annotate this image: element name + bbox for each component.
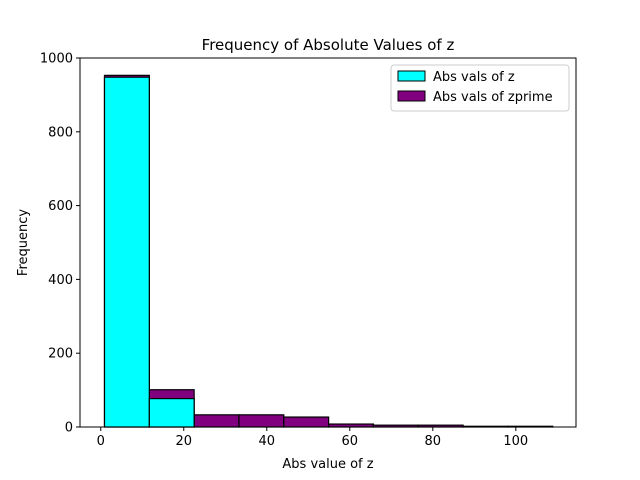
bar-series-0-bin-4: [283, 416, 330, 428]
plot-frame: [79, 57, 577, 428]
y-tick-label-0: 0: [65, 421, 73, 436]
x-axis-ticks: 0 20 40 60 80 100: [97, 427, 528, 449]
x-tick-label-5: 100: [503, 434, 528, 449]
x-tick-label-2: 40: [259, 434, 276, 449]
y-axis-ticks: 0 200 400 600 800 1000: [40, 52, 80, 436]
y-tick-label-2: 400: [48, 273, 73, 288]
bar-series-0-bin-2: [193, 414, 240, 428]
legend-swatch-1: [397, 90, 426, 102]
bar-series-1-bin-0: [103, 76, 150, 428]
bar-series-0-bin-3: [238, 414, 285, 428]
x-tick-label-4: 80: [425, 434, 442, 449]
y-tick-label-4: 800: [48, 125, 73, 140]
y-tick-label-3: 600: [48, 199, 73, 214]
y-axis-label: Frequency: [16, 209, 31, 276]
x-tick-label-1: 20: [175, 434, 192, 449]
bars-group: [103, 74, 554, 428]
legend: Abs vals of z Abs vals of zprime: [390, 64, 570, 112]
legend-label-0: Abs vals of z: [433, 70, 515, 85]
x-tick-label-3: 60: [342, 434, 359, 449]
bar-series-1-bin-1: [148, 397, 195, 428]
y-tick-label-1: 200: [48, 347, 73, 362]
chart-title: Frequency of Absolute Values of z: [202, 36, 455, 54]
legend-label-1: Abs vals of zprime: [433, 90, 553, 105]
x-tick-label-0: 0: [97, 434, 105, 449]
x-axis-label: Abs value of z: [282, 457, 373, 472]
y-tick-label-5: 1000: [40, 52, 73, 67]
legend-frame: [390, 64, 570, 112]
legend-swatch-0: [397, 70, 426, 82]
